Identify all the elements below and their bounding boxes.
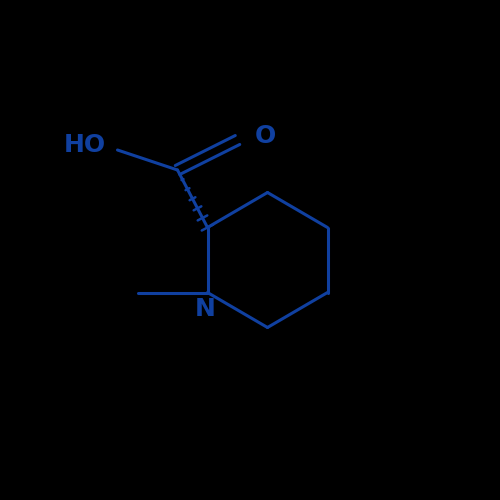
- Text: HO: HO: [64, 133, 106, 157]
- Text: O: O: [254, 124, 276, 148]
- Text: N: N: [194, 296, 216, 320]
